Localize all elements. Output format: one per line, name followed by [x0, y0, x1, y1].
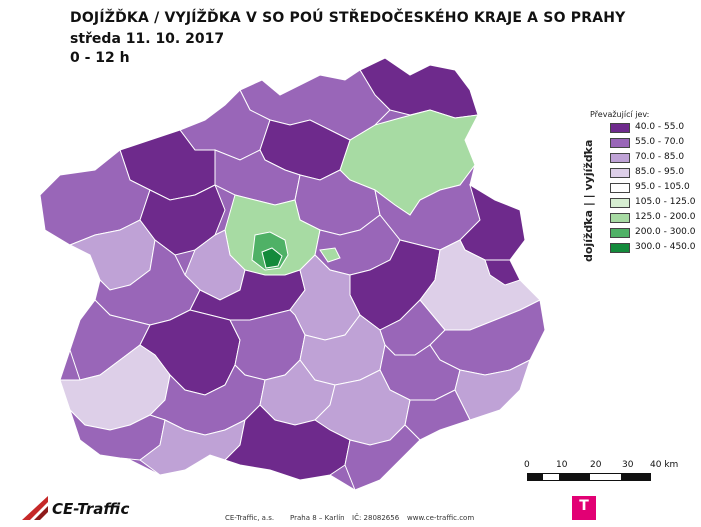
scale-bar: [527, 473, 651, 481]
district: [484, 259, 521, 286]
legend-label: 105.0 - 125.0: [635, 197, 696, 207]
legend-swatch: [610, 153, 630, 163]
footer-web: www.ce-traffic.com: [407, 514, 475, 522]
district: [261, 247, 283, 269]
scale-tick: 30: [622, 460, 634, 470]
legend-swatch: [610, 213, 630, 223]
telekom-logo-letter: T: [579, 498, 589, 514]
scale-tick: 10: [556, 460, 568, 470]
legend-label: 200.0 - 300.0: [635, 227, 696, 237]
footer-ico: IČ: 28082656: [352, 514, 400, 522]
legend-label: 70.0 - 85.0: [635, 152, 685, 162]
legend-swatch: [610, 168, 630, 178]
scale-tick: 20: [590, 460, 602, 470]
legend-axis-label: dojížďka | | vyjížďka: [582, 139, 595, 262]
legend-swatch: [610, 183, 630, 193]
legend-label: 300.0 - 450.0: [635, 242, 696, 252]
legend-label: 40.0 - 55.0: [635, 122, 685, 132]
legend-label: 55.0 - 70.0: [635, 137, 685, 147]
legend-swatch: [610, 243, 630, 253]
footer-company: CE-Traffic, a.s.: [225, 514, 275, 522]
map-title: DOJÍŽĎKA / VYJÍŽĎKA V SO POÚ STŘEDOČESKÉ…: [70, 10, 626, 26]
legend-swatch: [610, 138, 630, 148]
legend-label: 95.0 - 105.0: [635, 182, 690, 192]
map-date: středa 11. 10. 2017: [70, 31, 225, 47]
district: [344, 424, 421, 491]
district: [319, 247, 341, 263]
legend-label: 85.0 - 95.0: [635, 167, 685, 177]
footer-address: Praha 8 – Karlín: [290, 514, 345, 522]
scale-tick: 0: [524, 460, 530, 470]
ce-traffic-logo-icon: [22, 496, 48, 520]
telekom-logo-icon: T: [572, 496, 596, 520]
legend-swatch: [610, 198, 630, 208]
legend-title: Převažující jev:: [590, 110, 650, 119]
scale-tick: 40 km: [650, 460, 679, 470]
legend-swatch: [610, 228, 630, 238]
legend-swatch: [610, 123, 630, 133]
legend-label: 125.0 - 200.0: [635, 212, 696, 222]
map-time-range: 0 - 12 h: [70, 50, 130, 66]
brand-name: CE-Traffic: [52, 500, 130, 518]
